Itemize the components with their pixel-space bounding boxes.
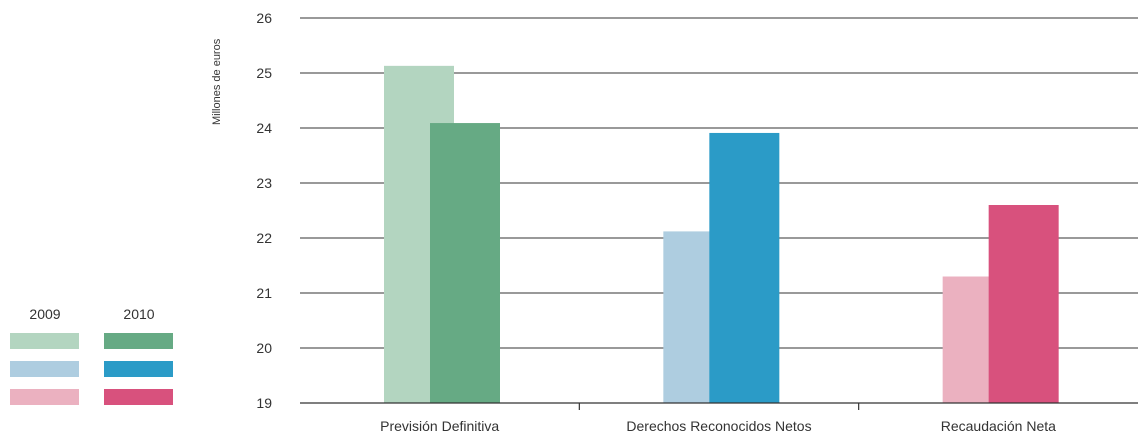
y-tick-labels: 19 20 21 22 23 24 25 26 bbox=[256, 10, 272, 411]
y-tick-label: 19 bbox=[256, 395, 272, 411]
legend-swatch-2010-2 bbox=[104, 361, 173, 377]
x-tick-labels: Previsión Definitiva Derechos Reconocidos… bbox=[380, 418, 1056, 434]
y-tick-label: 26 bbox=[256, 10, 272, 26]
legend-swatch-2010-3 bbox=[104, 389, 173, 405]
bars bbox=[384, 65, 1059, 404]
legend-label-2010: 2010 bbox=[123, 306, 154, 322]
y-tick-label: 25 bbox=[256, 65, 272, 81]
bar-2010-1 bbox=[430, 123, 500, 404]
y-tick-label: 21 bbox=[256, 285, 272, 301]
legend-swatch-2009-2 bbox=[10, 361, 79, 377]
y-tick-label: 20 bbox=[256, 340, 272, 356]
legend-label-2009: 2009 bbox=[29, 306, 60, 322]
bar-2010-2 bbox=[709, 132, 780, 403]
legend-swatch-2009-1 bbox=[10, 333, 79, 349]
bar-2010-3 bbox=[988, 205, 1059, 403]
x-tick-label: Recaudación Neta bbox=[941, 418, 1056, 434]
y-tick-label: 22 bbox=[256, 230, 272, 246]
x-tick-label: Derechos Reconocidos Netos bbox=[626, 418, 811, 434]
legend-swatch-2009-3 bbox=[10, 389, 79, 405]
x-axis bbox=[300, 402, 1138, 410]
legend-swatch-2010-1 bbox=[104, 333, 173, 349]
x-tick-label: Previsión Definitiva bbox=[380, 418, 499, 434]
y-tick-label: 24 bbox=[256, 120, 272, 136]
y-axis-label: Millones de euros bbox=[211, 38, 223, 125]
legend: 2009 2010 bbox=[10, 306, 173, 405]
y-tick-label: 23 bbox=[256, 175, 272, 191]
